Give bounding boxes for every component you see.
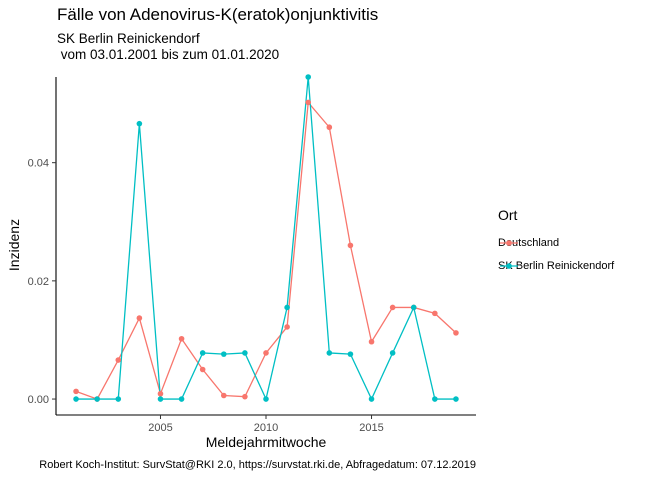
- data-point: [115, 357, 122, 363]
- data-point: [453, 330, 459, 336]
- data-point: [73, 388, 79, 395]
- legend-key-point: [506, 240, 512, 246]
- axes: 2005 2010 2015 0.00 0.02 0.04: [28, 77, 476, 434]
- data-point: [284, 304, 290, 311]
- data-point: [178, 396, 185, 402]
- data-point: [410, 304, 417, 311]
- chart-caption: Robert Koch-Institut: SurvStat@RKI 2.0, …: [39, 459, 476, 471]
- data-point: [368, 396, 375, 402]
- series-points: [73, 74, 459, 402]
- data-point: [432, 396, 438, 402]
- y-tick-label: 0.02: [28, 276, 49, 288]
- data-point: [115, 396, 122, 402]
- data-point: [136, 120, 143, 127]
- data-point: [432, 310, 438, 317]
- y-axis-title: Inzidenz: [6, 219, 22, 271]
- data-point: [263, 396, 269, 402]
- data-point: [157, 396, 164, 402]
- data-point: [326, 124, 333, 131]
- data-point: [242, 393, 248, 400]
- data-point: [326, 350, 333, 356]
- x-tick-label: 2015: [359, 422, 383, 434]
- legend-label: Deutschland: [498, 237, 560, 249]
- data-point: [263, 350, 269, 356]
- data-point: [389, 350, 396, 356]
- data-point: [220, 392, 227, 399]
- data-point: [220, 351, 227, 357]
- data-point: [136, 315, 143, 321]
- x-axis-title: Meldejahrmitwoche: [206, 434, 327, 450]
- data-point: [305, 99, 312, 106]
- data-point: [347, 351, 354, 357]
- data-point: [389, 304, 396, 311]
- data-point: [178, 335, 185, 342]
- data-point: [73, 396, 79, 402]
- data-point: [157, 390, 164, 397]
- legend-key-icon: [500, 240, 518, 246]
- data-point: [199, 350, 206, 356]
- legend-key-point: [506, 263, 512, 269]
- data-point: [368, 338, 375, 345]
- data-point: [305, 74, 312, 80]
- legend-key-icon: [500, 263, 518, 269]
- legend-item: Deutschland: [498, 234, 559, 252]
- legend-item: SK Berlin Reinickendorf: [498, 257, 614, 275]
- chart-subtitle: SK Berlin Reinickendorf vom 03.01.2001 b…: [57, 31, 280, 62]
- data-point: [453, 396, 459, 402]
- chart-title: Fälle von Adenovirus-K(eratok)onjunktivi…: [57, 5, 379, 24]
- legend-title: Ort: [498, 207, 518, 223]
- data-point: [242, 350, 248, 356]
- y-tick-label: 0.04: [28, 158, 49, 170]
- y-tick-label: 0.00: [28, 394, 49, 406]
- data-point: [199, 366, 206, 373]
- x-tick-label: 2005: [148, 422, 172, 434]
- data-point: [284, 324, 290, 330]
- legend-label: SK Berlin Reinickendorf: [498, 260, 615, 272]
- x-tick-label: 2010: [254, 422, 278, 434]
- data-point: [94, 396, 100, 402]
- data-point: [347, 242, 354, 249]
